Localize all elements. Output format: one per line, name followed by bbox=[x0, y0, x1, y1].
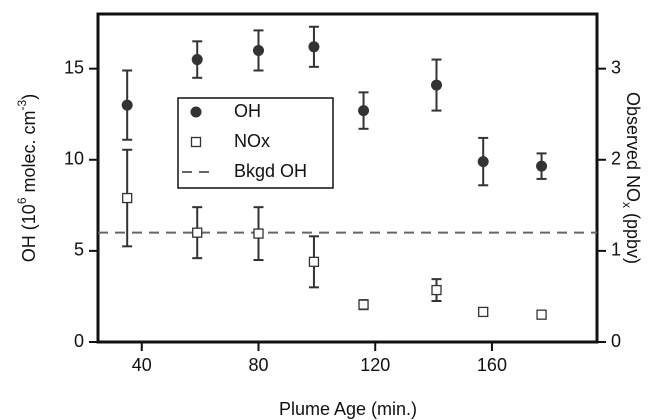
point bbox=[122, 192, 133, 204]
legend-label: NOx bbox=[234, 131, 270, 151]
label-part: x bbox=[620, 202, 634, 208]
label-part: OH (10 bbox=[19, 204, 39, 262]
point bbox=[431, 284, 442, 296]
legend-marker bbox=[190, 106, 202, 118]
legend-label: Bkgd OH bbox=[234, 161, 307, 181]
point bbox=[121, 99, 133, 111]
point bbox=[191, 54, 203, 66]
y-tick-label: 0 bbox=[74, 331, 84, 351]
point bbox=[192, 227, 203, 238]
legend-label: OH bbox=[234, 101, 261, 121]
y-tick-label: 5 bbox=[74, 240, 84, 260]
legend-marker bbox=[190, 136, 202, 148]
label-part: 6 bbox=[15, 197, 29, 204]
plot-frame bbox=[96, 12, 599, 344]
y2-tick-label: 3 bbox=[611, 57, 621, 77]
label-part: Observed NO bbox=[623, 92, 643, 202]
x-tick-label: 120 bbox=[360, 355, 390, 375]
point bbox=[308, 256, 320, 267]
point bbox=[536, 309, 547, 320]
point bbox=[253, 228, 264, 239]
point bbox=[358, 299, 369, 310]
x-axis-label: Plume Age (min.) bbox=[279, 399, 417, 419]
point bbox=[536, 160, 548, 172]
x-tick-label: 80 bbox=[248, 355, 268, 375]
y2-tick-label: 1 bbox=[611, 240, 621, 260]
label-part: -3 bbox=[15, 99, 29, 110]
y2-tick-label: 2 bbox=[611, 149, 621, 169]
point bbox=[477, 156, 489, 168]
y-axis-label: OH (106 molec. cm-3) bbox=[15, 94, 39, 262]
y-tick-label: 10 bbox=[64, 149, 84, 169]
label-part: (ppbv) bbox=[623, 208, 643, 264]
point bbox=[358, 105, 370, 117]
point bbox=[431, 79, 443, 91]
y-tick-label: 15 bbox=[64, 57, 84, 77]
x-tick-label: 160 bbox=[477, 355, 507, 375]
point bbox=[478, 306, 489, 318]
y2-tick-label: 0 bbox=[611, 331, 621, 351]
point bbox=[308, 41, 320, 53]
label-part: molec. cm bbox=[19, 110, 39, 197]
label-part: ) bbox=[19, 94, 39, 100]
y2-axis-label: Observed NOx (ppbv) bbox=[620, 92, 643, 264]
point bbox=[252, 44, 264, 56]
x-tick-label: 40 bbox=[132, 355, 152, 375]
